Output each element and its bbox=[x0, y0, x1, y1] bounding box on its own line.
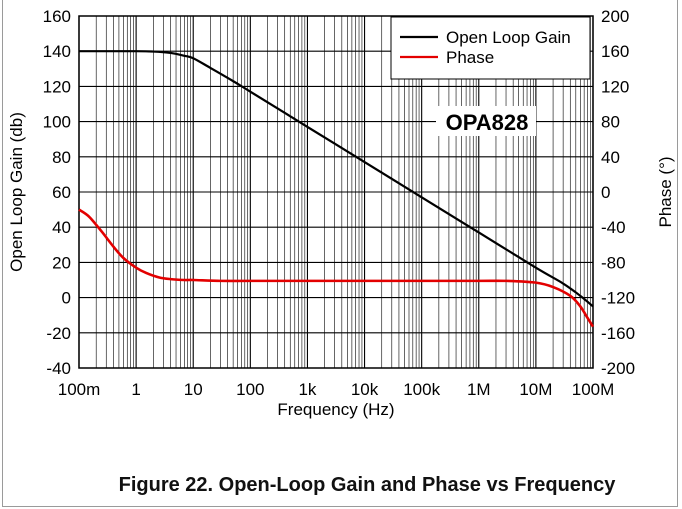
y2-tick-label: 160 bbox=[601, 42, 629, 61]
x-tick-label: 1k bbox=[298, 380, 316, 399]
x-tick-label: 100m bbox=[58, 380, 101, 399]
y2-axis-title: Phase (°) bbox=[656, 156, 675, 227]
y2-tick-label: -80 bbox=[601, 253, 626, 272]
x-tick-label: 100k bbox=[403, 380, 440, 399]
x-axis-ticks: 100m 1 10 100 1k 10k 100k 1M 10M 100M bbox=[58, 380, 615, 399]
legend-label-gain: Open Loop Gain bbox=[446, 28, 571, 47]
y-tick-label: 0 bbox=[62, 289, 71, 308]
y-tick-label: -20 bbox=[46, 324, 71, 343]
part-number-label: OPA828 bbox=[446, 110, 529, 135]
y2-tick-label: 80 bbox=[601, 113, 620, 132]
y-tick-label: -40 bbox=[46, 359, 71, 378]
x-tick-label: 100 bbox=[236, 380, 264, 399]
y2-tick-label: 0 bbox=[601, 183, 610, 202]
y-tick-label: 100 bbox=[43, 113, 71, 132]
y-axis-title: Open Loop Gain (db) bbox=[7, 112, 26, 272]
x-tick-label: 100M bbox=[572, 380, 615, 399]
y-tick-label: 140 bbox=[43, 42, 71, 61]
x-tick-label: 1 bbox=[131, 380, 140, 399]
y2-tick-label: 120 bbox=[601, 77, 629, 96]
y-tick-label: 120 bbox=[43, 77, 71, 96]
y2-tick-label: 40 bbox=[601, 148, 620, 167]
y2-tick-label: -40 bbox=[601, 218, 626, 237]
figure-caption: Figure 22. Open-Loop Gain and Phase vs F… bbox=[118, 474, 616, 496]
y2-tick-label: -120 bbox=[601, 289, 635, 308]
y2-tick-label: -200 bbox=[601, 359, 635, 378]
x-tick-label: 10M bbox=[519, 380, 552, 399]
legend-box bbox=[390, 16, 591, 80]
y2-tick-label: -160 bbox=[601, 324, 635, 343]
y-tick-label: 60 bbox=[52, 183, 71, 202]
y-tick-label: 40 bbox=[52, 218, 71, 237]
x-tick-label: 1M bbox=[467, 380, 491, 399]
phase-line bbox=[78, 208, 595, 328]
y-tick-label: 20 bbox=[52, 253, 71, 272]
left-axis-ticks: 160 140 120 100 80 60 40 20 0 -20 -40 bbox=[43, 7, 71, 378]
plot-frame bbox=[78, 15, 594, 369]
legend-label-phase: Phase bbox=[446, 48, 494, 67]
open-loop-gain-line bbox=[78, 50, 594, 308]
x-axis-title: Frequency (Hz) bbox=[277, 400, 394, 419]
series-layer bbox=[78, 50, 595, 328]
x-tick-label: 10k bbox=[351, 380, 379, 399]
y-tick-label: 160 bbox=[43, 7, 71, 26]
right-axis-ticks: 200 160 120 80 40 0 -40 -80 -120 -160 -200 bbox=[601, 7, 635, 378]
part-number-label-bg bbox=[436, 106, 536, 136]
y-tick-label: 80 bbox=[52, 148, 71, 167]
legend: Open Loop Gain Phase bbox=[390, 16, 591, 80]
y2-tick-label: 200 bbox=[601, 7, 629, 26]
x-tick-label: 10 bbox=[184, 380, 203, 399]
